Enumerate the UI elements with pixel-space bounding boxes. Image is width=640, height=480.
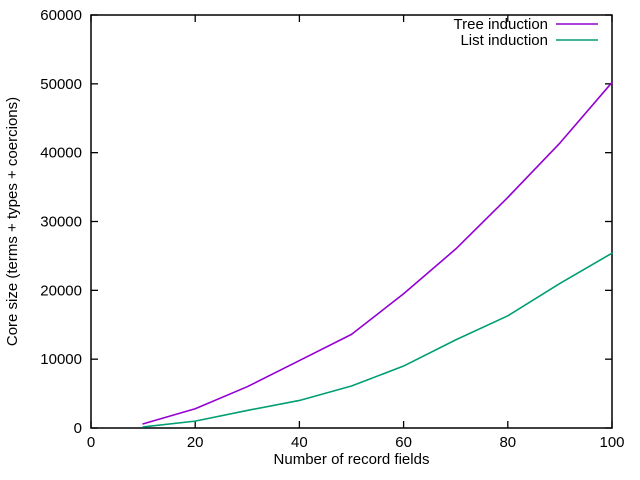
- series-line-tree-induction: [142, 81, 613, 425]
- x-tick-label: 20: [187, 434, 204, 451]
- series-line-list-induction: [142, 252, 613, 428]
- legend-label: List induction: [460, 32, 548, 49]
- x-tick-label: 0: [87, 434, 95, 451]
- y-tick-label: 50000: [40, 76, 82, 93]
- x-tick-label: 60: [395, 434, 412, 451]
- x-axis-title: Number of record fields: [274, 451, 430, 468]
- plot-border: [90, 14, 613, 429]
- y-tick-label: 40000: [40, 145, 82, 162]
- x-tick-label: 100: [599, 434, 624, 451]
- x-tick-label: 80: [499, 434, 516, 451]
- y-tick-label: 10000: [40, 351, 82, 368]
- y-axis-title: Core size (terms + types + coercions): [4, 97, 21, 346]
- x-tick-label: 40: [291, 434, 308, 451]
- y-tick-label: 30000: [40, 214, 82, 231]
- y-tick-label: 60000: [40, 7, 82, 24]
- y-tick-label: 20000: [40, 282, 82, 299]
- y-tick-label: 0: [74, 420, 82, 437]
- legend-label: Tree induction: [454, 16, 549, 33]
